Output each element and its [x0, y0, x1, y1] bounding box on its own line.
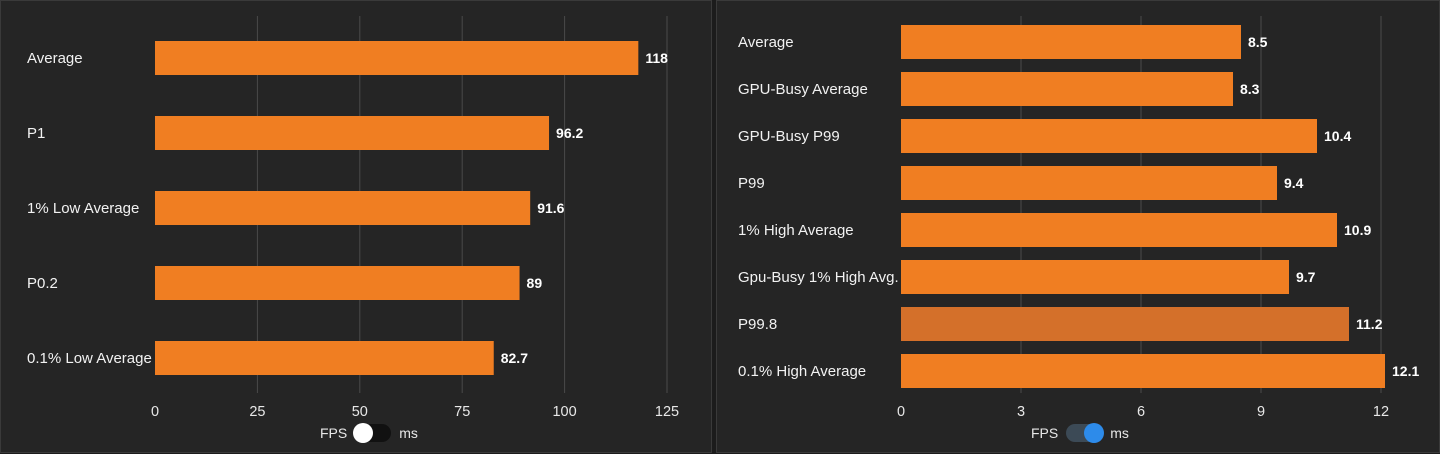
ms-bar-chart: Average 8.5 GPU-Busy Average 8.3 GPU-Busy P9… [738, 16, 1419, 420]
category-label: 1% Low Average [27, 200, 139, 217]
fps-ms-toggle-right: FPS ms [1031, 423, 1129, 443]
data-label: 9.7 [1296, 269, 1316, 285]
bar [901, 260, 1289, 294]
fps-bar-chart: Average 118 P1 96.2 1% Low Average 91.6 P0.2 89… [27, 16, 679, 420]
category-label: P99.8 [738, 316, 777, 333]
bar [155, 266, 520, 300]
bar [155, 341, 494, 375]
x-tick-label: 100 [552, 404, 576, 420]
bar [155, 191, 531, 225]
x-tick-label: 3 [1017, 404, 1025, 420]
toggle-ms-label: ms [399, 425, 418, 441]
category-label: P99 [738, 175, 765, 192]
x-tick-label: 9 [1257, 404, 1265, 420]
unit-switch[interactable] [353, 423, 392, 443]
bar [901, 307, 1349, 341]
bar [155, 116, 550, 150]
data-label: 82.7 [501, 350, 528, 366]
category-label: GPU-Busy Average [738, 81, 868, 98]
category-label: 1% High Average [738, 222, 854, 239]
category-label: 0.1% High Average [738, 363, 866, 380]
bar [901, 25, 1241, 59]
switch-knob [353, 423, 374, 443]
data-label: 91.6 [537, 200, 564, 216]
x-tick-label: 6 [1137, 404, 1145, 420]
data-label: 89 [527, 275, 543, 291]
x-tick-label: 75 [454, 404, 470, 420]
data-label: 118 [645, 50, 668, 66]
x-tick-label: 0 [897, 404, 905, 420]
category-label: Gpu-Busy 1% High Avg. [738, 269, 899, 286]
data-label: 96.2 [556, 125, 583, 141]
bar [901, 72, 1233, 106]
fps-ms-toggle-left: FPS ms [320, 423, 418, 443]
data-label: 10.4 [1324, 128, 1351, 144]
data-label: 12.1 [1392, 363, 1419, 379]
bar [901, 119, 1317, 153]
bar [901, 166, 1277, 200]
fps-chart-panel: Average 118 P1 96.2 1% Low Average 91.6 P0.2 89… [0, 0, 712, 453]
category-label: GPU-Busy P99 [738, 128, 840, 145]
category-label: Average [738, 34, 794, 51]
category-label: 0.1% Low Average [27, 350, 152, 367]
ms-chart-panel: Average 8.5 GPU-Busy Average 8.3 GPU-Busy P9… [716, 0, 1440, 453]
toggle-ms-label: ms [1110, 425, 1129, 441]
bar [901, 354, 1385, 388]
x-tick-label: 25 [249, 404, 265, 420]
toggle-fps-label: FPS [320, 425, 348, 441]
x-tick-label: 50 [352, 404, 368, 420]
data-label: 10.9 [1344, 222, 1371, 238]
category-label: P0.2 [27, 275, 58, 292]
x-tick-label: 12 [1373, 404, 1389, 420]
x-tick-label: 0 [151, 404, 159, 420]
category-label: P1 [27, 125, 45, 142]
bar [155, 41, 639, 75]
data-label: 8.3 [1240, 81, 1260, 97]
data-label: 9.4 [1284, 175, 1304, 191]
category-label: Average [27, 50, 83, 67]
data-label: 11.2 [1356, 316, 1383, 332]
bar [901, 213, 1337, 247]
switch-knob [1084, 423, 1105, 443]
unit-switch[interactable] [1066, 423, 1105, 443]
data-label: 8.5 [1248, 34, 1268, 50]
toggle-fps-label: FPS [1031, 425, 1059, 441]
x-tick-label: 125 [655, 404, 679, 420]
